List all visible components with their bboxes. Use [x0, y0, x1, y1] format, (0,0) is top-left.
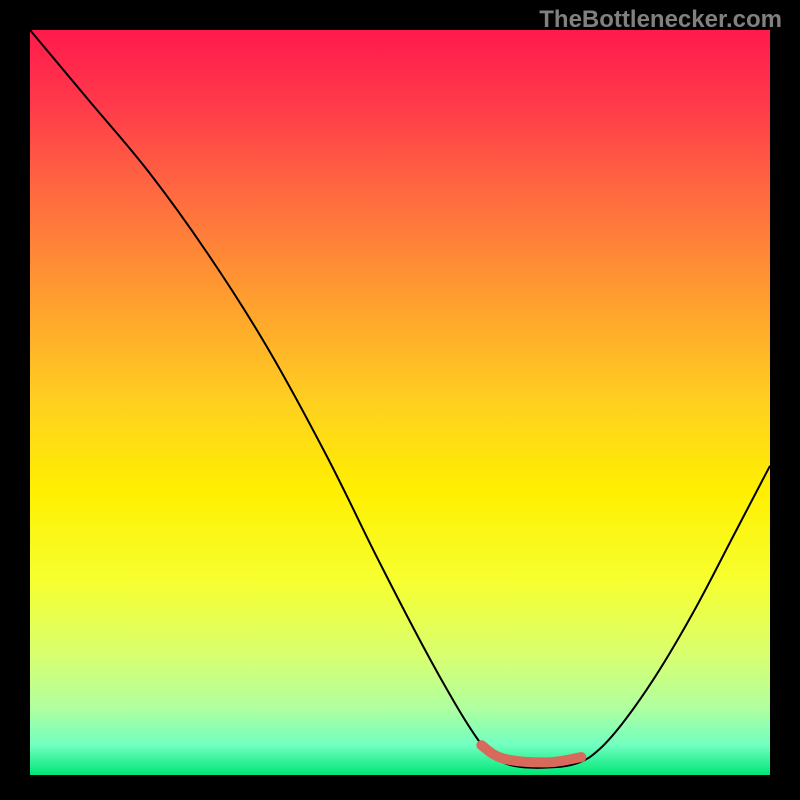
chart-background	[30, 30, 770, 775]
bottleneck-chart	[0, 0, 800, 800]
watermark-text: TheBottlenecker.com	[539, 6, 782, 34]
